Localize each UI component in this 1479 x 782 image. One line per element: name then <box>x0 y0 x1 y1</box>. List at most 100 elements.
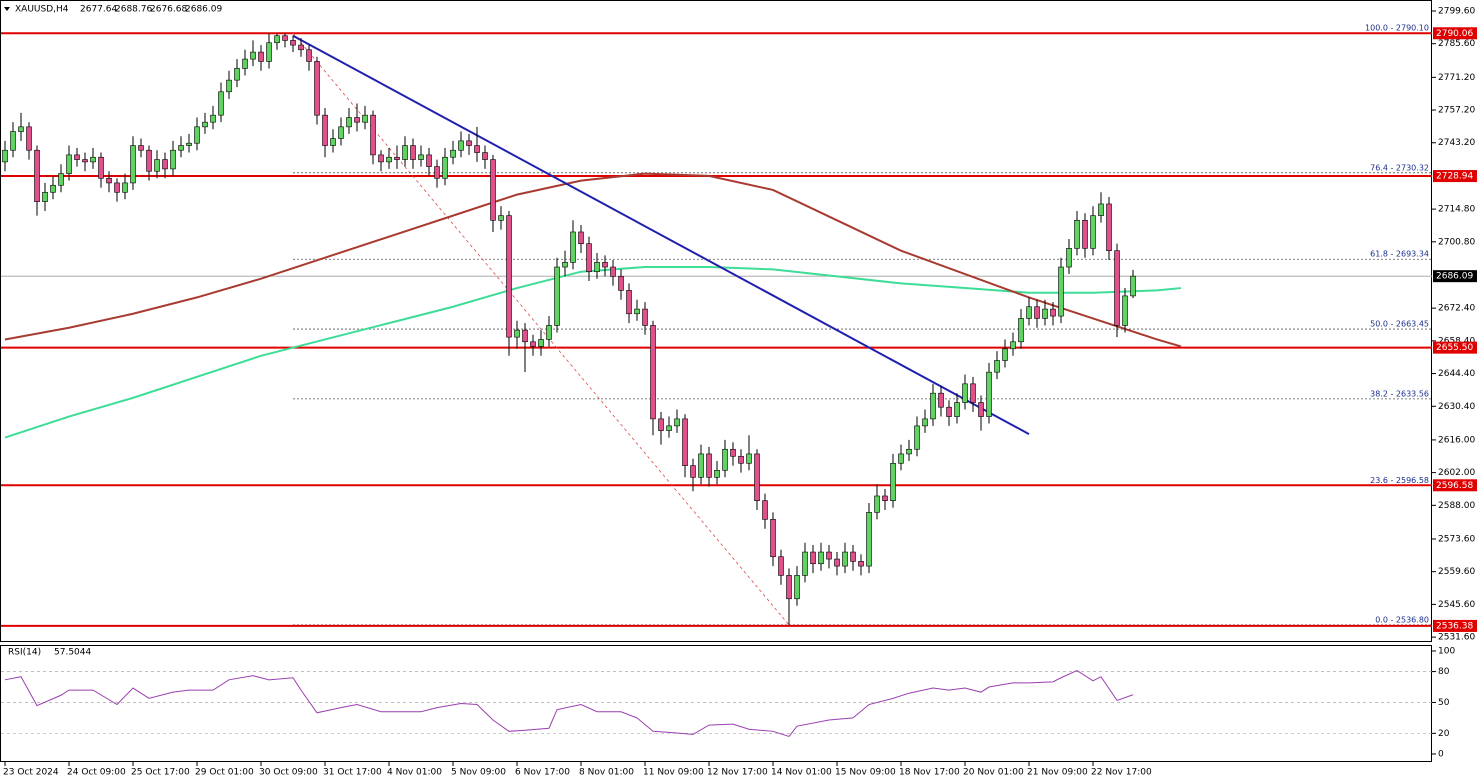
candle-body <box>674 418 680 427</box>
candle-body <box>426 154 432 167</box>
y-tick-label: 2714.80 <box>1438 205 1475 215</box>
candle-body <box>1058 266 1064 317</box>
level-box <box>1433 170 1477 183</box>
candle-body <box>818 551 824 565</box>
candle-body <box>1082 220 1088 249</box>
candle-body <box>922 418 928 427</box>
candle-body <box>58 173 64 186</box>
candle-body <box>858 561 864 567</box>
candle-body <box>906 448 912 455</box>
candle-body <box>634 308 640 315</box>
candle-body <box>754 453 760 501</box>
level-box <box>1433 479 1477 492</box>
candle-body <box>378 154 384 163</box>
candle-body <box>866 512 872 567</box>
candle-body <box>90 156 96 163</box>
rsi-tick-label: 0 <box>1438 749 1444 759</box>
candle-body <box>322 114 328 146</box>
menu-arrow[interactable] <box>4 7 10 11</box>
candle-body <box>66 154 72 174</box>
candle-body <box>1114 250 1120 326</box>
open: 2677.64 <box>80 5 117 15</box>
candle-body <box>154 159 160 172</box>
candle-body <box>466 140 472 146</box>
x-tick-label: 6 Nov 17:00 <box>515 768 570 778</box>
candle-body <box>842 551 848 567</box>
y-tick-label: 2757.20 <box>1438 106 1475 116</box>
rsi-last: 57.5044 <box>54 648 91 658</box>
candle-body <box>810 551 816 565</box>
fib-label: 0.0 - 2536.80 <box>1375 615 1429 624</box>
y-tick-label: 2588.00 <box>1438 501 1475 511</box>
candle-body <box>122 182 128 193</box>
candle-body <box>682 418 688 466</box>
fib-label: 61.8 - 2693.34 <box>1370 250 1429 259</box>
candle-body <box>642 308 648 326</box>
candle-body <box>82 159 88 163</box>
level-label: 2728.94 <box>1436 172 1473 182</box>
y-tick-label: 2743.20 <box>1438 138 1475 148</box>
last-price-box <box>1433 270 1477 283</box>
candle-body <box>26 126 32 151</box>
candle-body <box>234 68 240 81</box>
x-tick-label: 8 Nov 01:00 <box>579 768 634 778</box>
candle-body <box>914 425 920 450</box>
candle-body <box>546 325 552 340</box>
candle-body <box>658 418 664 431</box>
candle-body <box>522 329 528 343</box>
y-tick-label: 2602.00 <box>1438 468 1475 478</box>
fib-label: 100.0 - 2790.10 <box>1365 24 1429 33</box>
candle-body <box>954 402 960 417</box>
candle-body <box>106 177 112 184</box>
candle-body <box>362 114 368 123</box>
level-box <box>1433 619 1477 632</box>
candle-body <box>1074 220 1080 249</box>
rsi-tick-label: 80 <box>1438 667 1450 677</box>
candle-body <box>786 575 792 600</box>
candle-body <box>1130 275 1136 297</box>
candle-body <box>138 145 144 151</box>
candle-body <box>178 145 184 151</box>
rsi-line <box>4 669 1134 738</box>
candle-body <box>794 575 800 600</box>
rsi-tick-label: 50 <box>1438 698 1450 708</box>
rsi-tick-label: 100 <box>1438 646 1455 656</box>
candle-body <box>242 58 248 69</box>
candle-body <box>978 402 984 417</box>
level-label: 2596.58 <box>1436 481 1473 491</box>
candle-body <box>298 44 304 51</box>
candle-body <box>394 156 400 160</box>
main-panel <box>0 0 1432 642</box>
candle-body <box>650 325 656 420</box>
candle-body <box>722 448 728 471</box>
candle-body <box>874 495 880 513</box>
low: 2676.68 <box>150 5 187 15</box>
candle-body <box>938 392 944 408</box>
candle-body <box>762 500 768 520</box>
rsi-title: RSI(14) <box>8 648 41 658</box>
y-tick-label: 2644.40 <box>1438 369 1475 379</box>
y-tick-label: 2799.60 <box>1438 6 1475 16</box>
y-tick-label: 2785.60 <box>1438 39 1475 49</box>
candle-body <box>602 262 608 268</box>
candle-body <box>826 551 832 560</box>
candle-body <box>890 462 896 501</box>
candle-body <box>210 114 216 123</box>
candle-body <box>738 455 744 464</box>
fib-label: 76.4 - 2730.32 <box>1370 163 1429 172</box>
candle-body <box>618 276 624 291</box>
candle-body <box>490 159 496 221</box>
candle-body <box>50 184 56 193</box>
candle-body <box>994 360 1000 373</box>
candle-body <box>514 329 520 338</box>
candle-body <box>1122 295 1128 326</box>
candle-body <box>946 406 952 417</box>
candle-body <box>130 145 136 184</box>
y-tick-label: 2545.60 <box>1438 600 1475 610</box>
candle-body <box>850 551 856 562</box>
candle-body <box>170 149 176 170</box>
candle-body <box>346 117 352 128</box>
candle-body <box>986 371 992 417</box>
candle-body <box>970 383 976 403</box>
candle-body <box>410 145 416 160</box>
